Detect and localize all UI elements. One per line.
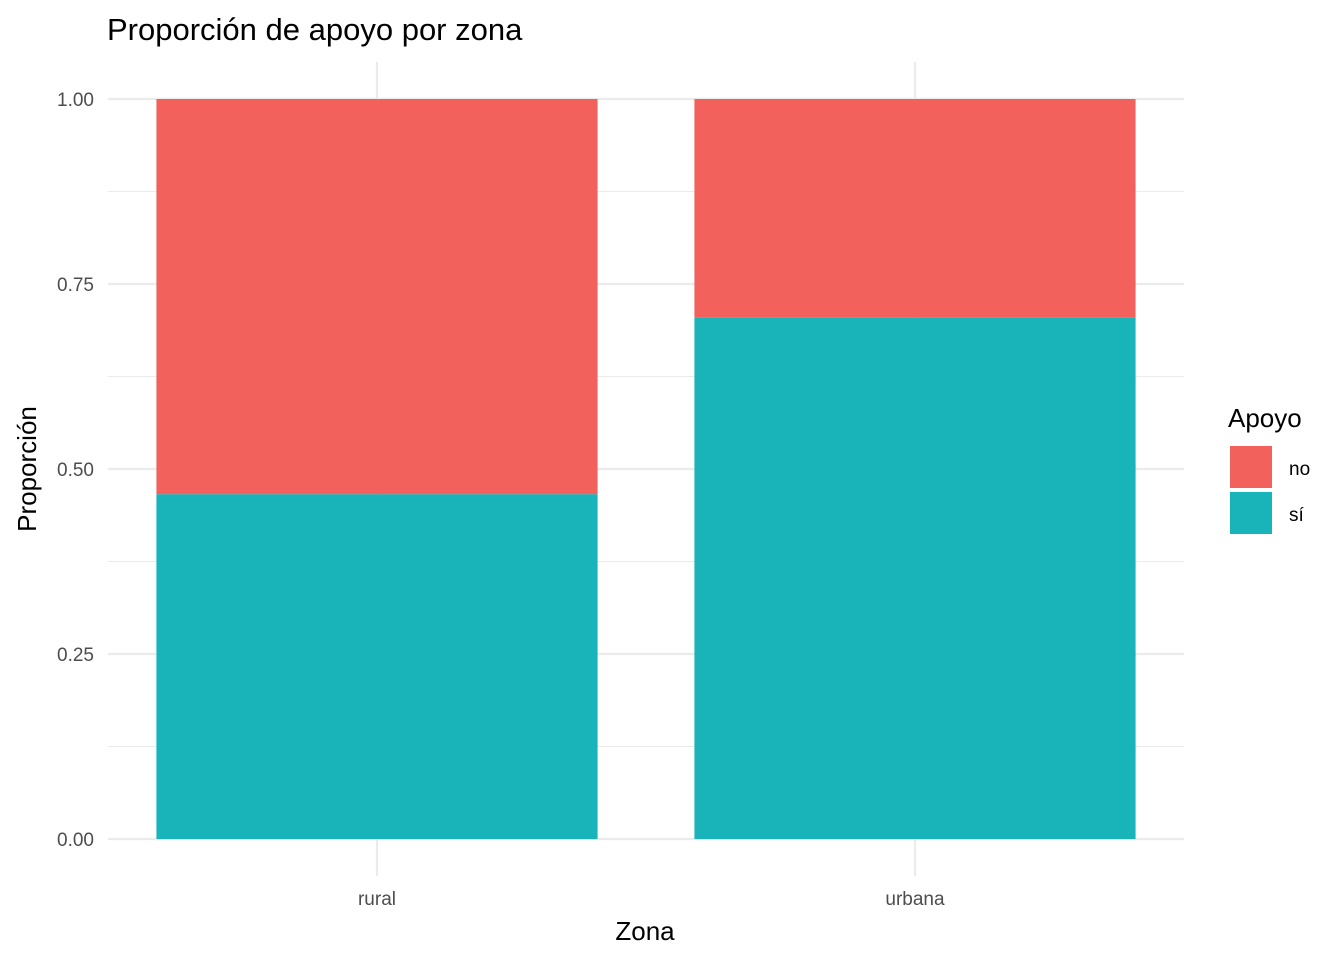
bar-segment-rural-no	[156, 99, 598, 495]
chart-title: Proporción de apoyo por zona	[107, 12, 523, 47]
y-tick-label: 0.00	[57, 830, 94, 851]
legend-title: Apoyo	[1228, 403, 1302, 433]
x-tick-label: urbana	[885, 889, 945, 910]
bar-segment-urbana-sí	[694, 317, 1136, 839]
x-axis-title: Zona	[615, 916, 675, 946]
y-axis-title: Proporción	[12, 406, 42, 532]
y-tick-label: 0.25	[57, 645, 94, 666]
legend: Apoyo no sí	[1228, 403, 1310, 534]
x-tick-label: rural	[358, 889, 396, 910]
legend-key-sí	[1230, 492, 1272, 534]
x-axis-ticks: rural urbana	[358, 889, 945, 910]
legend-key-no	[1230, 446, 1272, 488]
legend-label: sí	[1289, 505, 1305, 526]
y-tick-label: 0.50	[57, 460, 94, 481]
bar-segment-urbana-no	[694, 99, 1136, 318]
y-tick-label: 1.00	[57, 90, 94, 111]
legend-label: no	[1289, 459, 1310, 480]
y-tick-label: 0.75	[57, 275, 94, 296]
bars	[156, 99, 1136, 839]
bar-segment-rural-sí	[156, 494, 598, 839]
y-axis-ticks: 0.00 0.25 0.50 0.75 1.00	[57, 90, 94, 851]
